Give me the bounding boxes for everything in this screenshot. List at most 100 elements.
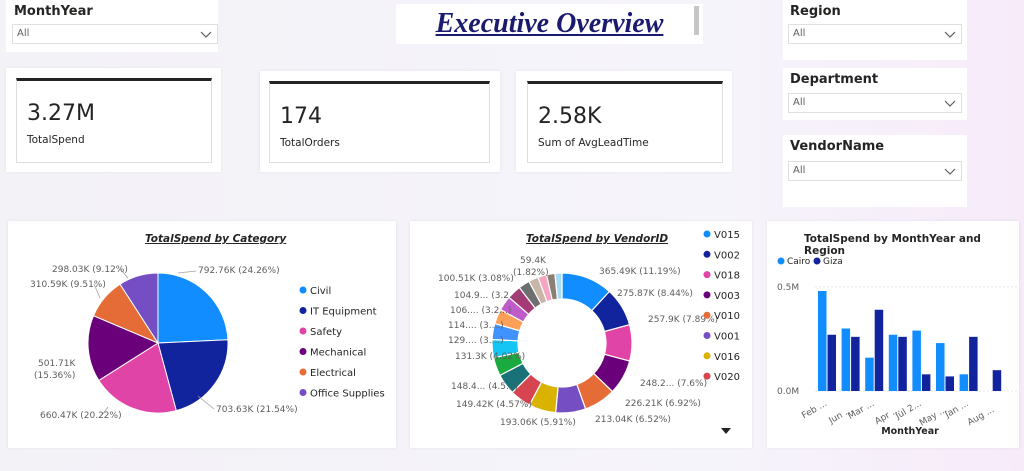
kpi-label: TotalSpend bbox=[27, 134, 85, 146]
data-label: 213.04K (6.52%) bbox=[595, 415, 671, 425]
legend-scroll-down-icon[interactable] bbox=[721, 428, 731, 434]
vendorname-dropdown[interactable]: All bbox=[788, 161, 962, 181]
bar[interactable] bbox=[841, 328, 851, 392]
legend-item[interactable]: Electrical bbox=[310, 368, 356, 379]
legend-item[interactable]: V018 bbox=[714, 271, 740, 282]
donut-slice[interactable] bbox=[554, 272, 563, 300]
bar[interactable] bbox=[969, 336, 978, 391]
legend-marker bbox=[299, 307, 307, 314]
legend-item[interactable]: Safety bbox=[310, 327, 342, 338]
x-tick-label: Feb ... bbox=[800, 399, 829, 421]
legend-item[interactable]: V015 bbox=[714, 230, 740, 241]
leader-line bbox=[119, 268, 129, 279]
bar[interactable] bbox=[912, 330, 921, 391]
department-dropdown[interactable]: All bbox=[788, 93, 962, 113]
leader-line bbox=[197, 395, 215, 410]
legend-item[interactable]: IT Equipment bbox=[310, 307, 377, 318]
legend-item[interactable]: Office Supplies bbox=[310, 389, 385, 400]
legend-marker bbox=[813, 257, 821, 265]
chart-title: TotalSpend by Category bbox=[145, 233, 287, 245]
legend-item[interactable]: V020 bbox=[714, 372, 740, 383]
legend-item[interactable]: V001 bbox=[714, 332, 740, 343]
kpi-label: Sum of AvgLeadTime bbox=[538, 137, 649, 149]
data-label: 59.4K bbox=[520, 256, 547, 266]
kpi-inner: 174 TotalOrders bbox=[269, 81, 490, 163]
legend-item[interactable]: V016 bbox=[714, 352, 740, 363]
donut-chart[interactable]: 365.49K (11.19%) 275.87K (8.44%) 257.9K (7… bbox=[410, 221, 752, 448]
bar[interactable] bbox=[992, 370, 1002, 391]
monthyear-region-bar-chart-card: TotalSpend by MonthYear and Region 0.0M 0… bbox=[767, 221, 1019, 448]
data-label: 100.51K (3.08%) bbox=[438, 274, 514, 284]
legend-marker bbox=[299, 327, 307, 335]
region-slicer: Region All bbox=[783, 0, 967, 60]
data-label: 193.06K (5.91%) bbox=[500, 418, 576, 428]
region-dropdown-value: All bbox=[793, 28, 806, 39]
data-label: 114.... (3....) bbox=[448, 321, 504, 331]
page-title: Executive Overview bbox=[396, 4, 703, 44]
legend-item[interactable]: Cairo bbox=[787, 257, 811, 267]
data-label: 106.... (3.2...) bbox=[450, 306, 511, 316]
bar[interactable] bbox=[827, 334, 837, 391]
legend-item[interactable]: Giza bbox=[823, 257, 843, 267]
legend-marker bbox=[777, 257, 785, 265]
legend-marker bbox=[703, 352, 711, 360]
chevron-down-icon bbox=[944, 168, 956, 175]
region-slicer-title: Region bbox=[790, 4, 841, 19]
monthyear-dropdown[interactable]: All bbox=[12, 24, 218, 44]
pie-slice[interactable] bbox=[87, 315, 160, 382]
data-label: 131.3K (4.02%) bbox=[455, 352, 525, 362]
data-label: 298.03K (9.12%) bbox=[52, 265, 128, 275]
monthyear-dropdown-value: All bbox=[17, 28, 30, 39]
legend-item[interactable]: V002 bbox=[714, 250, 740, 261]
bar[interactable] bbox=[921, 374, 931, 391]
legend-item[interactable]: Mechanical bbox=[310, 348, 366, 359]
bar[interactable] bbox=[851, 336, 860, 391]
legend-item[interactable]: V010 bbox=[714, 311, 740, 322]
legend-item[interactable]: Civil bbox=[310, 286, 331, 297]
monthyear-slicer-title: MonthYear bbox=[14, 4, 93, 19]
kpi-value: 3.27M bbox=[27, 101, 95, 126]
legend-marker bbox=[703, 291, 711, 299]
chevron-down-icon bbox=[944, 31, 956, 38]
leader-line bbox=[93, 283, 101, 299]
data-label: (1.82%) bbox=[513, 268, 549, 278]
vendorname-slicer-title: VendorName bbox=[790, 139, 885, 154]
bar[interactable] bbox=[818, 291, 827, 391]
bar[interactable] bbox=[959, 374, 969, 391]
data-label: 275.87K (8.44%) bbox=[617, 289, 693, 299]
bar[interactable] bbox=[874, 309, 884, 391]
x-tick-label: Aug ... bbox=[966, 405, 996, 428]
pie-slice[interactable] bbox=[119, 272, 159, 345]
vendorname-slicer: VendorName All bbox=[783, 135, 967, 207]
legend-marker bbox=[299, 389, 307, 396]
bar[interactable] bbox=[898, 336, 907, 391]
data-label: 248.2... (7.6%) bbox=[640, 379, 707, 389]
data-label: 148.4... (4.5...) bbox=[451, 382, 518, 392]
bar[interactable] bbox=[936, 343, 945, 391]
kpi-inner: 2.58K Sum of AvgLeadTime bbox=[527, 81, 723, 163]
pie-slice[interactable] bbox=[157, 272, 229, 344]
department-slicer: Department All bbox=[783, 68, 967, 120]
bar[interactable] bbox=[865, 357, 874, 391]
legend-marker bbox=[703, 271, 711, 279]
bar[interactable] bbox=[945, 376, 955, 391]
pie-chart[interactable]: 792.76K (24.26%) 703.63K (21.54%) 660.47K … bbox=[8, 221, 396, 448]
data-label: 703.63K (21.54%) bbox=[216, 405, 298, 415]
legend-marker bbox=[703, 230, 711, 238]
pie-slice[interactable] bbox=[98, 342, 177, 414]
kpi-inner: 3.27M TotalSpend bbox=[16, 78, 212, 163]
legend-marker bbox=[703, 311, 711, 319]
title-scrollbar[interactable] bbox=[694, 6, 699, 35]
legend-marker bbox=[703, 250, 711, 258]
legend-item[interactable]: V003 bbox=[714, 291, 740, 302]
bar[interactable] bbox=[888, 334, 898, 391]
pie-slice[interactable] bbox=[157, 339, 229, 412]
leader-line bbox=[101, 406, 109, 416]
leader-line bbox=[177, 270, 197, 274]
x-tick-label: Jan ... bbox=[943, 399, 971, 421]
vendor-donut-chart-card: TotalSpend by VendorID 365.49K (11.19%) 2… bbox=[410, 221, 752, 448]
region-dropdown[interactable]: All bbox=[788, 24, 962, 44]
department-slicer-title: Department bbox=[790, 72, 879, 87]
kpi-card-avgleadtime: 2.58K Sum of AvgLeadTime bbox=[516, 71, 732, 172]
